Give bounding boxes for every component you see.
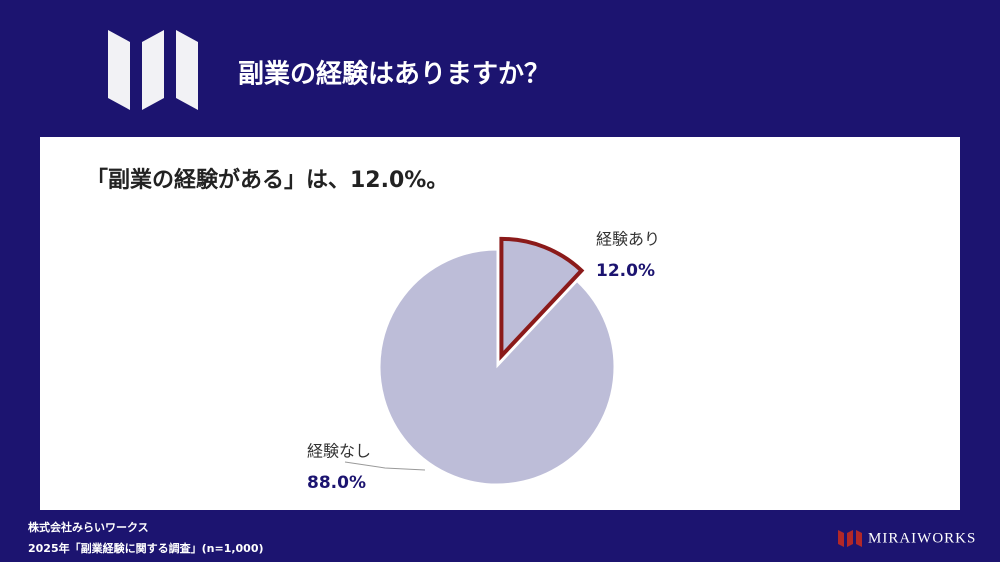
slice-label: 経験なし — [307, 442, 371, 461]
slice-value-label: 88.0% — [307, 473, 366, 493]
brand-logo — [838, 530, 862, 547]
header-logo — [108, 30, 198, 110]
slice-label: 経験あり — [596, 230, 660, 249]
leader-line — [344, 461, 426, 471]
pie-slice — [379, 249, 615, 485]
slice-value-label: 12.0% — [596, 261, 655, 281]
subtitle: 「副業の経験がある」は、12.0%。 — [86, 167, 448, 193]
footer-company: 株式会社みらいワークス — [28, 520, 149, 534]
brand-name: MIRAIWORKS — [868, 530, 976, 546]
slide-title: 副業の経験はありますか？ — [238, 59, 550, 90]
pie — [379, 236, 615, 485]
footer-survey: 2025年「副業経験に関する調査」(n=1,000) — [28, 541, 264, 555]
pie-slice — [499, 236, 585, 361]
